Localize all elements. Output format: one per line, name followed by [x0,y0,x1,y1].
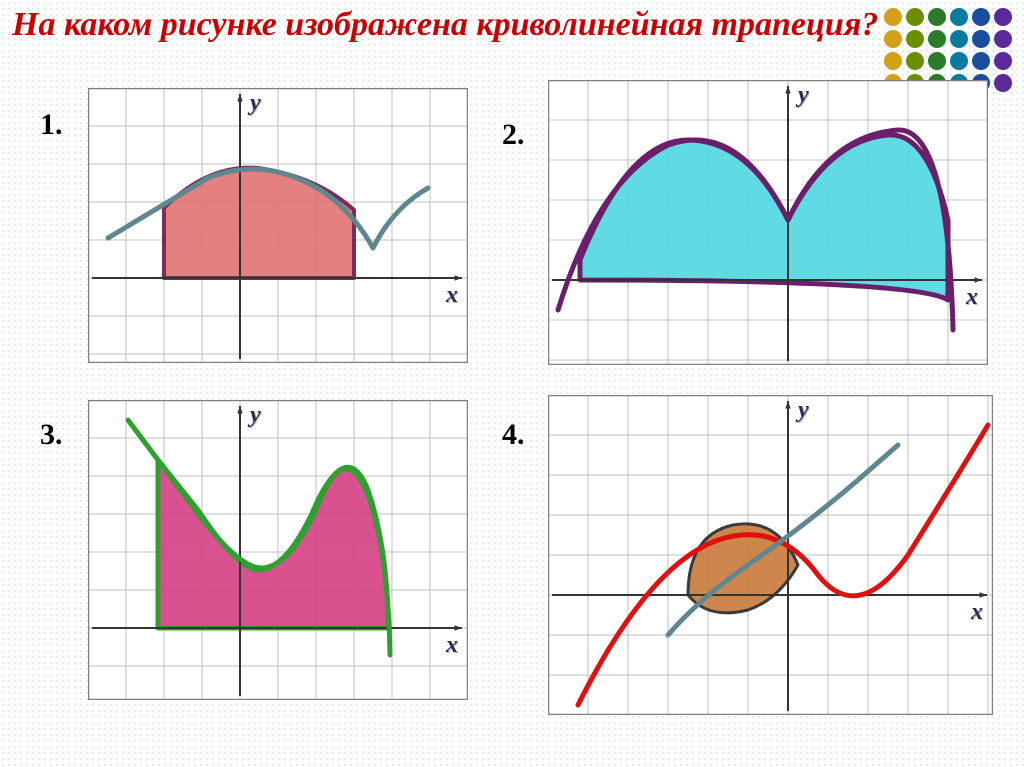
panel-number-2: 2. [502,118,525,152]
deco-dot [994,30,1012,48]
deco-dot [928,52,946,70]
page-root: На каком рисунке изображена криволинейна… [0,0,1024,767]
deco-dot [928,8,946,26]
svg-text:x: x [445,632,458,658]
deco-dot [906,30,924,48]
panel-number-4: 4. [502,418,525,452]
svg-text:x: x [970,599,983,625]
panel-number-1: 1. [40,108,63,142]
deco-dot [950,52,968,70]
deco-dot [884,52,902,70]
deco-dot [906,52,924,70]
panel-number-3: 3. [40,418,63,452]
chart-panel-4: xxyy [548,395,993,715]
deco-dot [906,8,924,26]
deco-dot [884,30,902,48]
deco-dot [884,8,902,26]
svg-text:y: y [795,397,809,423]
svg-text:y: y [795,82,809,108]
svg-text:y: y [247,402,261,428]
svg-text:x: x [445,282,458,308]
chart-panel-3: xxyy [88,400,468,700]
svg-text:x: x [965,284,978,310]
svg-text:y: y [247,90,261,116]
chart-panel-2: xxyy [548,80,988,365]
deco-dot [994,8,1012,26]
page-title: На каком рисунке изображена криволинейна… [12,6,878,43]
deco-dot [972,30,990,48]
deco-dot [994,52,1012,70]
deco-dot [972,52,990,70]
deco-dot [972,8,990,26]
deco-dot [994,74,1012,92]
deco-dot [950,30,968,48]
chart-panel-1: xxyy [88,88,468,363]
deco-dot [928,30,946,48]
deco-dot [950,8,968,26]
